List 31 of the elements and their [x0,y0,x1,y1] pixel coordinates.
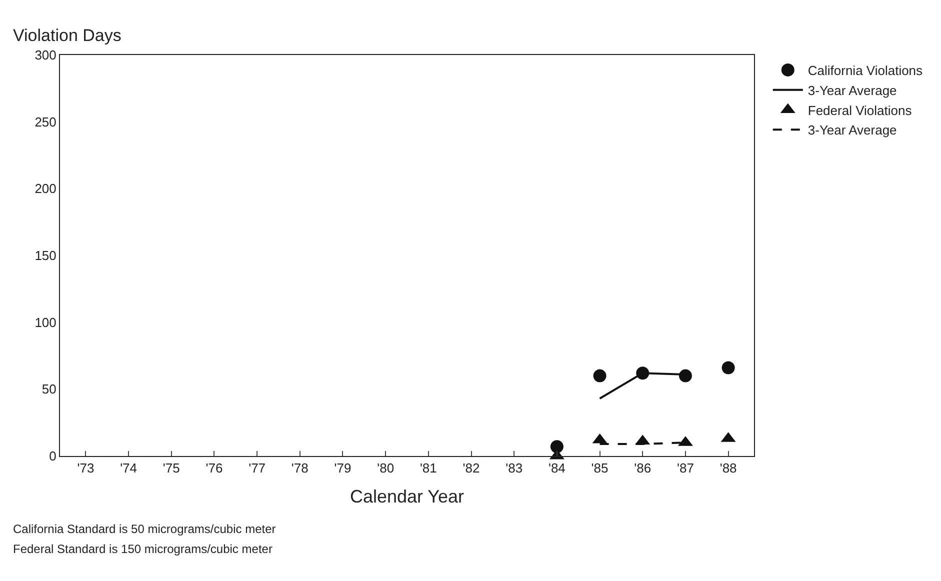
x-tick-label: '83 [506,460,523,476]
x-tick-label: '86 [634,460,652,476]
x-tick-label: '76 [206,460,223,476]
x-tick-label: '85 [591,460,608,476]
x-tick-label: '74 [120,460,138,476]
x-tick-label: '80 [377,460,394,476]
x-tick-label: '81 [420,460,437,476]
y-tick-label: 300 [34,48,56,63]
x-tick-label: '78 [291,460,308,476]
x-tick-label: '75 [162,460,180,476]
x-tick-label: '84 [548,460,566,476]
legend-label: California Violations [808,63,924,78]
x-tick-label: '73 [77,460,94,476]
y-tick-label: 50 [42,382,56,397]
x-tick-label: '79 [334,460,352,476]
y-tick-label: 250 [34,114,56,130]
x-tick-label: '77 [248,460,266,476]
x-tick-label: '82 [462,460,480,476]
text: Federal Standard is 150 micrograms/cubic meter [13,542,272,556]
x-tick-label: '87 [676,460,694,476]
text: California Standard is 50 micrograms/cubic meter [13,522,276,536]
y-tick-label: 150 [34,248,56,264]
legend-label: 3-Year Average [808,82,897,98]
legend-label: 3-Year Average [808,122,897,138]
x-tick-label: '88 [720,460,737,476]
y-axis-title: Violation Days [13,26,122,45]
y-tick-label: 200 [34,181,56,196]
y-tick-label: 100 [34,314,56,330]
x-axis-title: Calendar Year [350,486,464,507]
y-tick-label: 0 [49,448,56,464]
legend-label: Federal Violations [808,102,912,118]
